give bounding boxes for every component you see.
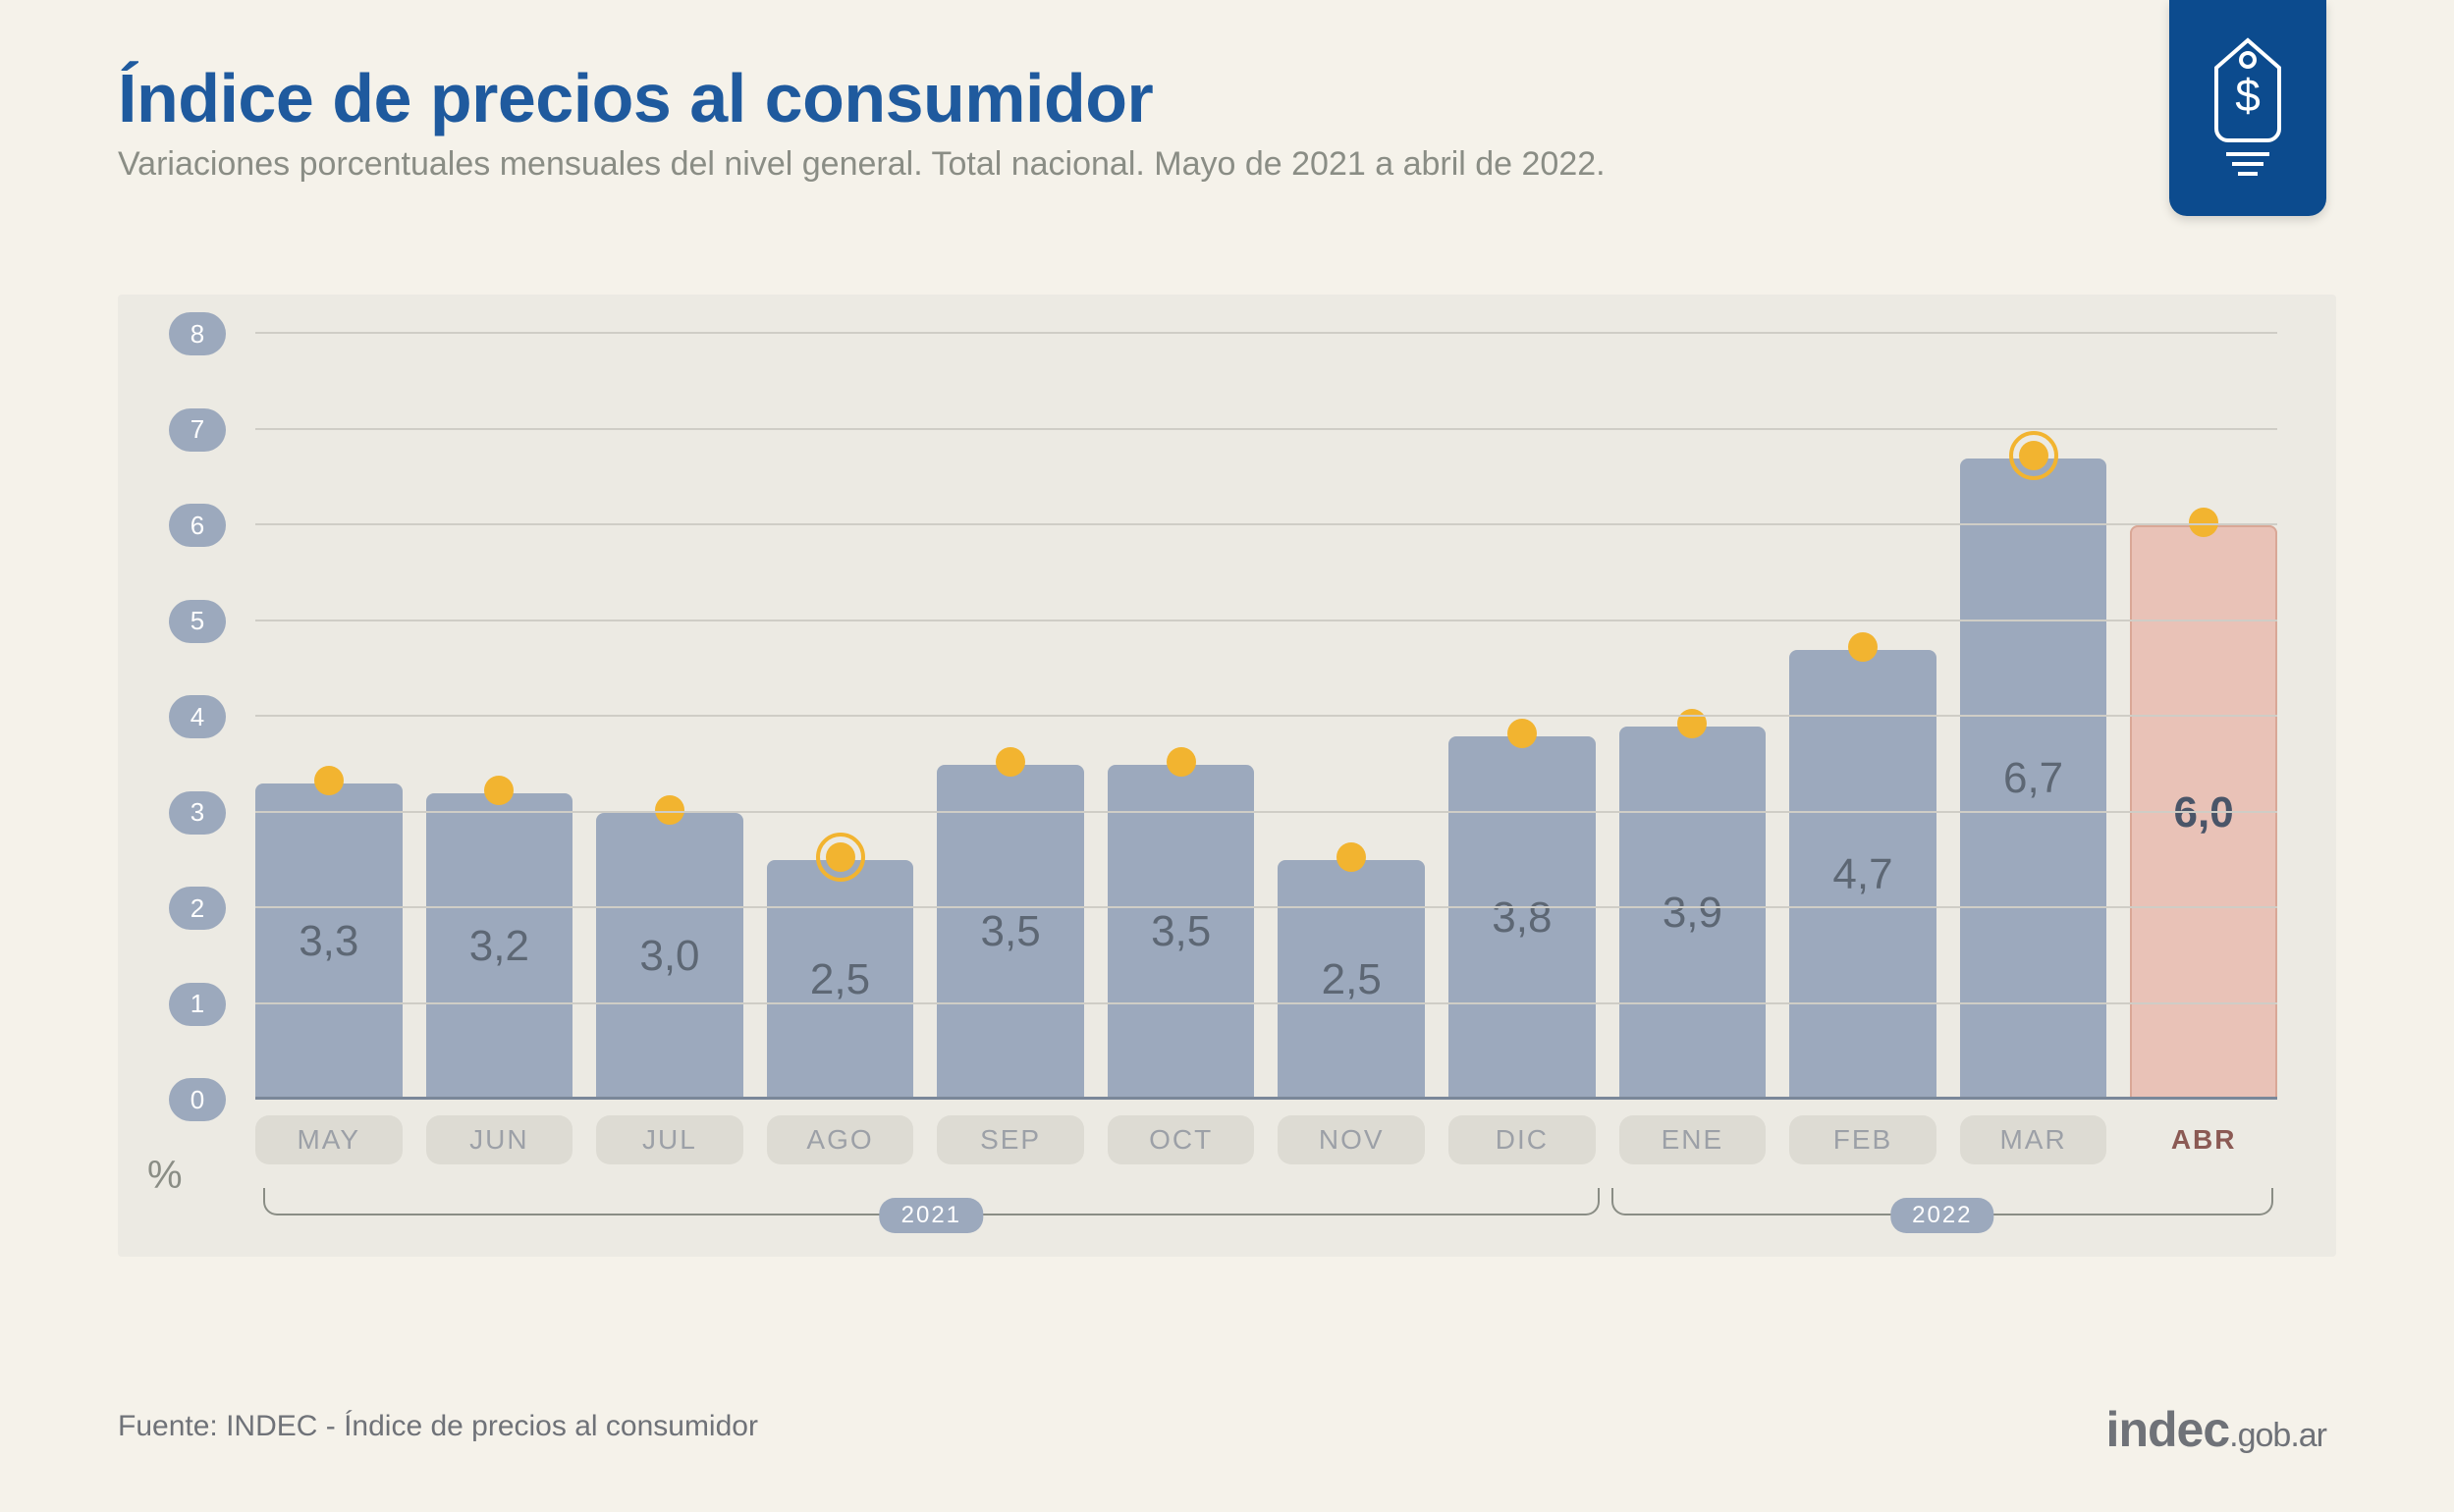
bar-value-label: 3,3	[299, 917, 358, 966]
bar: 3,0	[596, 813, 743, 1101]
gridline	[255, 906, 2277, 908]
bar-marker	[996, 747, 1025, 777]
y-tick: 8	[169, 312, 226, 355]
bar-marker	[1677, 709, 1707, 738]
bar-value-label: 4,7	[1832, 850, 1892, 899]
price-tag-icon: $	[2199, 34, 2297, 182]
bar-marker	[826, 842, 855, 872]
bar: 3,2	[426, 793, 573, 1100]
months-container: MAY JUN JUL AGO SEP OCT NOV DIC ENE FEB MAR ABR	[255, 1115, 2277, 1164]
gridline	[255, 523, 2277, 525]
gridline	[255, 620, 2277, 621]
month-pill: FEB	[1789, 1115, 1936, 1164]
bar-value-label: 3,0	[639, 932, 699, 981]
month-pill: MAY	[255, 1115, 403, 1164]
bar-wrap: 3,8	[1448, 334, 1596, 1100]
bar: 2,5	[1278, 860, 1425, 1100]
bar-marker	[484, 776, 514, 805]
bar-marker	[1167, 747, 1196, 777]
chart-panel: 3,3 3,2 3,0 2,5 3,5 3,5 2,5 3,8 3,9 4,7 6,7 6,0 MAY…	[118, 295, 2336, 1257]
bar-wrap: 4,7	[1789, 334, 1936, 1100]
gridline	[255, 332, 2277, 334]
gridline	[255, 811, 2277, 813]
bar-marker	[1848, 632, 1878, 662]
bar-marker	[1507, 719, 1537, 748]
bar: 4,7	[1789, 650, 1936, 1100]
month-pill: MAR	[1960, 1115, 2107, 1164]
page-title: Índice de precios al consumidor	[118, 59, 2336, 137]
year-bracket: 2022	[1611, 1188, 2273, 1215]
bar-wrap: 2,5	[767, 334, 914, 1100]
y-tick: 7	[169, 408, 226, 452]
bar-value-label: 6,7	[2003, 754, 2063, 803]
page-subtitle: Variaciones porcentuales mensuales del n…	[118, 145, 2336, 184]
bar: 3,3	[255, 783, 403, 1100]
bar-value-label: 6,0	[2174, 788, 2234, 837]
bar: 2,5	[767, 860, 914, 1100]
y-tick: 6	[169, 504, 226, 547]
bar-wrap: 2,5	[1278, 334, 1425, 1100]
bar-wrap: 3,5	[1108, 334, 1255, 1100]
bar-marker	[2189, 508, 2218, 537]
chart-plot-area: 3,33,23,02,53,53,52,53,83,94,76,76,0 MAY…	[255, 334, 2277, 1100]
bar-wrap: 3,3	[255, 334, 403, 1100]
bars-container: 3,3 3,2 3,0 2,5 3,5 3,5 2,5 3,8 3,9 4,7 6,7 6,0	[255, 334, 2277, 1100]
y-axis-unit: %	[147, 1154, 183, 1198]
years-container: 2021 2022	[255, 1188, 2277, 1227]
bar-wrap: 6,0	[2130, 334, 2277, 1100]
y-tick: 3	[169, 791, 226, 835]
bar: 3,9	[1619, 727, 1767, 1100]
bar-wrap: 3,5	[937, 334, 1084, 1100]
bar-marker	[1336, 842, 1366, 872]
month-pill: ENE	[1619, 1115, 1767, 1164]
gridline	[255, 1097, 2277, 1100]
bar: 6,0	[2130, 525, 2277, 1100]
month-pill: SEP	[937, 1115, 1084, 1164]
bar: 3,5	[1108, 765, 1255, 1100]
month-pill: JUN	[426, 1115, 573, 1164]
bar-value-label: 3,2	[469, 922, 529, 971]
month-pill: ABR	[2130, 1115, 2277, 1164]
logo-main: indec	[2106, 1402, 2230, 1457]
y-tick: 4	[169, 695, 226, 738]
bar-value-label: 3,5	[1151, 907, 1211, 956]
bar-marker	[314, 766, 344, 795]
y-tick: 0	[169, 1078, 226, 1121]
bar-marker	[655, 795, 684, 825]
gridline	[255, 428, 2277, 430]
month-pill: DIC	[1448, 1115, 1596, 1164]
logo-suffix: .gob.ar	[2229, 1417, 2326, 1454]
source-text: Fuente: INDEC - Índice de precios al con…	[118, 1410, 758, 1443]
bar-marker	[2019, 441, 2048, 470]
price-tag-badge: $	[2169, 0, 2326, 216]
logo: indec.gob.ar	[2106, 1401, 2326, 1458]
month-pill: NOV	[1278, 1115, 1425, 1164]
bar-wrap: 3,9	[1619, 334, 1767, 1100]
bar: 3,8	[1448, 736, 1596, 1101]
bar-value-label: 3,8	[1492, 893, 1552, 943]
y-tick: 2	[169, 887, 226, 930]
y-tick: 1	[169, 983, 226, 1026]
bar-wrap: 3,0	[596, 334, 743, 1100]
bar-value-label: 2,5	[810, 955, 870, 1004]
month-pill: OCT	[1108, 1115, 1255, 1164]
bar-value-label: 3,9	[1663, 889, 1722, 938]
bar-value-label: 3,5	[981, 907, 1041, 956]
year-label: 2022	[1890, 1198, 1993, 1233]
y-tick: 5	[169, 600, 226, 643]
year-label: 2021	[880, 1198, 983, 1233]
bar: 3,5	[937, 765, 1084, 1100]
month-pill: AGO	[767, 1115, 914, 1164]
page-root: Índice de precios al consumidor Variacio…	[0, 0, 2454, 1512]
bar-value-label: 2,5	[1322, 955, 1382, 1004]
month-pill: JUL	[596, 1115, 743, 1164]
svg-text:$: $	[2235, 70, 2261, 121]
gridline	[255, 1002, 2277, 1004]
gridline	[255, 715, 2277, 717]
bar-wrap: 3,2	[426, 334, 573, 1100]
bar-wrap: 6,7	[1960, 334, 2107, 1100]
year-bracket: 2021	[263, 1188, 1600, 1215]
